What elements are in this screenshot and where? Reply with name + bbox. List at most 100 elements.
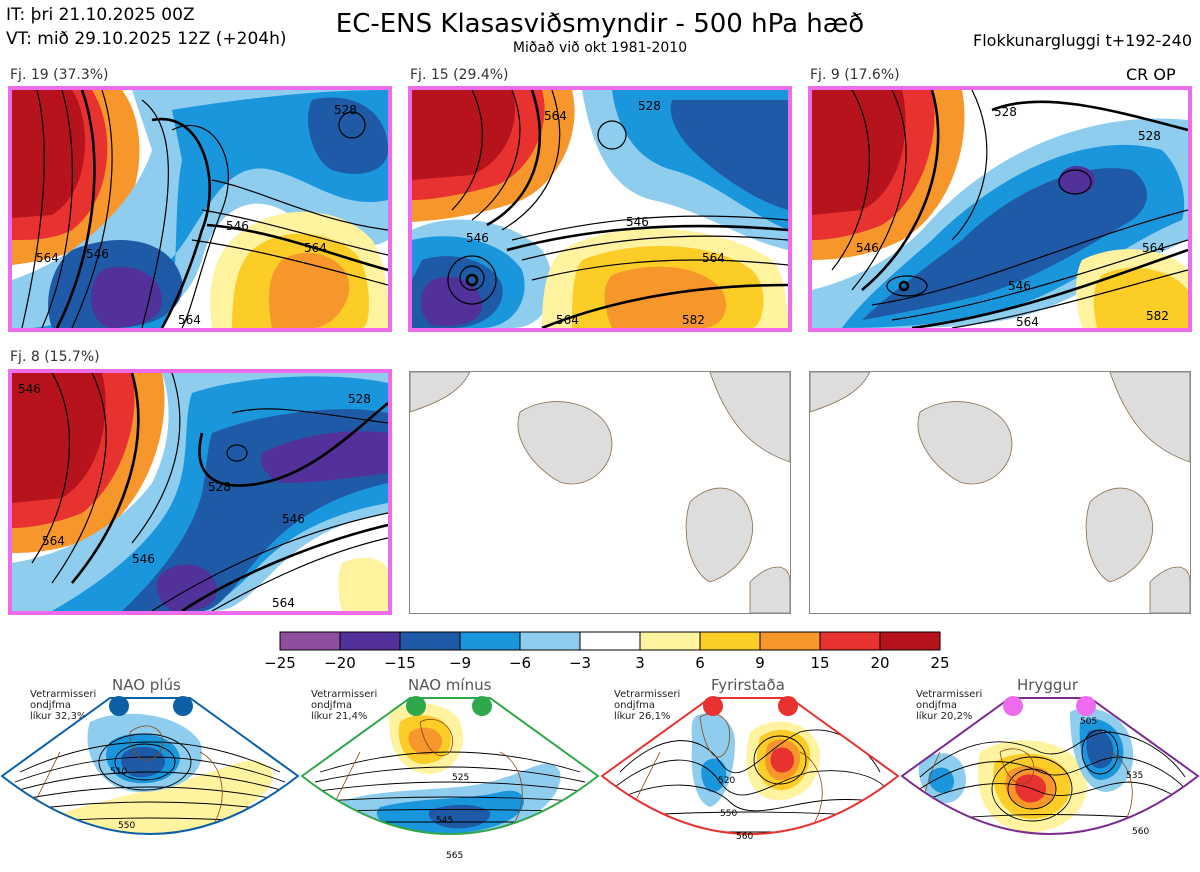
contour-label: 546 xyxy=(226,219,249,233)
greenland-land xyxy=(917,401,1013,485)
regime-contour-labels: 510 550 xyxy=(110,767,135,831)
regime-border xyxy=(300,697,600,835)
regime-border xyxy=(900,697,1200,835)
panel-label-2: Fj. 15 (29.4%) xyxy=(410,67,509,83)
colorbar-tick: 6 xyxy=(695,654,705,672)
regime-anomaly-neg3 xyxy=(428,804,491,829)
europe-land xyxy=(1149,566,1190,613)
cluster-map-3: 528 528 546 546 564 564 582 xyxy=(808,86,1192,332)
regime-contour-label: 505 xyxy=(1080,717,1097,727)
regime-dot xyxy=(1003,696,1023,716)
regime-anomaly-neg-s xyxy=(1010,846,1046,858)
regime-fan-4: 505 535 560 xyxy=(900,696,1200,858)
contour-label: 564 xyxy=(178,313,201,327)
contour-label: 564 xyxy=(1016,315,1039,328)
contour-label: 528 xyxy=(334,103,357,117)
cr-op-label: CR OP xyxy=(1126,65,1176,84)
regime-row: Vetrarmisseri ondjfma líkur 32,3% NAO pl… xyxy=(0,676,1200,871)
contour-label: 564 xyxy=(556,313,579,327)
empty-map-5 xyxy=(409,371,791,614)
contour-label: 564 xyxy=(544,109,567,123)
colorbar-swatch xyxy=(639,631,701,651)
anomaly-blue xyxy=(32,90,388,328)
regime-contour-labels: 505 535 560 xyxy=(1080,717,1149,837)
anomaly-darkred xyxy=(812,90,906,215)
regime-anomaly-neg3 xyxy=(120,746,165,778)
regime-contour-label: 560 xyxy=(1132,827,1149,837)
height-contours-bold xyxy=(861,90,1188,328)
regime-contour-label: 550 xyxy=(720,809,737,819)
contour-label: 528 xyxy=(638,99,661,113)
anomaly-orange-se xyxy=(269,252,350,328)
regime-dot xyxy=(472,696,492,716)
colorbar-swatch xyxy=(819,631,881,651)
regime-border xyxy=(600,697,900,835)
regime-meta-line: Vetrarmisseri xyxy=(30,689,97,700)
contour-labels: 528 528 546 546 564 564 582 xyxy=(856,105,1169,328)
colorbar-tick: −6 xyxy=(509,654,531,672)
british-isles-land xyxy=(685,487,753,583)
regime-meta-4: Vetrarmisseri ondjfma líkur 20,2% xyxy=(916,689,982,722)
contour-label: 564 xyxy=(304,241,327,255)
colorbar-tick: 3 xyxy=(635,654,645,672)
contour-labels: 528 528 546 546 564 546 564 xyxy=(18,382,371,610)
regime-border xyxy=(0,697,300,835)
cluster-map-3-svg: 528 528 546 546 564 564 582 xyxy=(812,90,1188,328)
regime-meta-line: ondjfma xyxy=(916,700,957,711)
colorbar-ticks: −25 −20 −15 −9 −6 −3 3 6 9 15 20 25 xyxy=(264,654,949,672)
regime-meta-3: Vetrarmisseri ondjfma líkur 26,1% xyxy=(614,689,680,722)
colorbar-swatch xyxy=(519,631,581,651)
cluster-map-4: 528 528 546 546 564 546 564 xyxy=(8,369,392,615)
panel-label-3: Fj. 9 (17.6%) xyxy=(810,67,900,83)
anomaly-darkred xyxy=(12,373,106,503)
contour-label: 528 xyxy=(1138,129,1161,143)
cluster-window-label: Flokkunargluggi t+192-240 xyxy=(973,31,1192,50)
regime-probability: líkur 21,4% xyxy=(311,711,368,722)
height-contours-bold xyxy=(55,90,388,328)
cluster-map-1-svg: 528 546 564 564 546 564 xyxy=(12,90,388,328)
contour-label: 546 xyxy=(282,512,305,526)
regime-anomaly-pos4 xyxy=(770,747,794,773)
cluster-map-2-svg: 528 546 564 546 564 564 582 xyxy=(412,90,788,328)
contour-label: 546 xyxy=(626,215,649,229)
contour-label: 582 xyxy=(682,313,705,327)
page-title: EC-ENS Klasasviðsmyndir - 500 hPa hæð xyxy=(335,9,865,39)
colorbar-tick: −3 xyxy=(569,654,591,672)
contour-label: 528 xyxy=(208,480,231,494)
regime-contour-label: 545 xyxy=(436,816,453,826)
regime-title-1: NAO plús xyxy=(112,676,181,694)
colorbar-tick: −9 xyxy=(449,654,471,672)
regime-title-3: Fyrirstaða xyxy=(711,676,785,694)
regime-fan-3: 520 550 560 xyxy=(600,696,900,842)
regime-dot xyxy=(1076,696,1096,716)
contour-label: 528 xyxy=(994,105,1017,119)
panel-label-4: Fj. 8 (15.7%) xyxy=(10,349,100,365)
regime-contour-labels: 525 545 565 xyxy=(436,773,469,861)
colorbar-swatch xyxy=(459,631,521,651)
regime-probability: líkur 32,3% xyxy=(30,711,87,722)
contour-label: 528 xyxy=(348,392,371,406)
regime-meta-line: ondjfma xyxy=(311,700,352,711)
anomaly-darkblue xyxy=(670,100,788,210)
regime-fan-2: 525 545 565 xyxy=(300,696,600,861)
regime-meta-2: Vetrarmisseri ondjfma líkur 21,4% xyxy=(311,689,377,722)
contour-label: 546 xyxy=(1008,279,1031,293)
colorbar-tick: 15 xyxy=(810,654,829,672)
anomaly-darkblue-ne xyxy=(308,97,388,174)
contour-labels: 528 546 564 564 546 564 xyxy=(36,103,357,327)
regime-probability: líkur 20,2% xyxy=(916,711,973,722)
height-contours-bold xyxy=(465,90,788,328)
contour-label: 564 xyxy=(272,596,295,610)
regime-probability: líkur 26,1% xyxy=(614,711,671,722)
height-contours xyxy=(447,90,788,305)
colorbar-swatches xyxy=(279,631,941,651)
colorbar-swatch xyxy=(279,631,341,651)
colorbar-swatch xyxy=(579,631,641,651)
contour-label: 564 xyxy=(1142,241,1165,255)
anomaly-orange-se xyxy=(604,266,726,328)
height-contours xyxy=(21,90,388,328)
contour-label: 546 xyxy=(856,241,879,255)
colorbar-tick: 9 xyxy=(755,654,765,672)
scandinavia-land xyxy=(709,372,790,463)
page-subtitle: Miðað við okt 1981-2010 xyxy=(512,40,688,56)
